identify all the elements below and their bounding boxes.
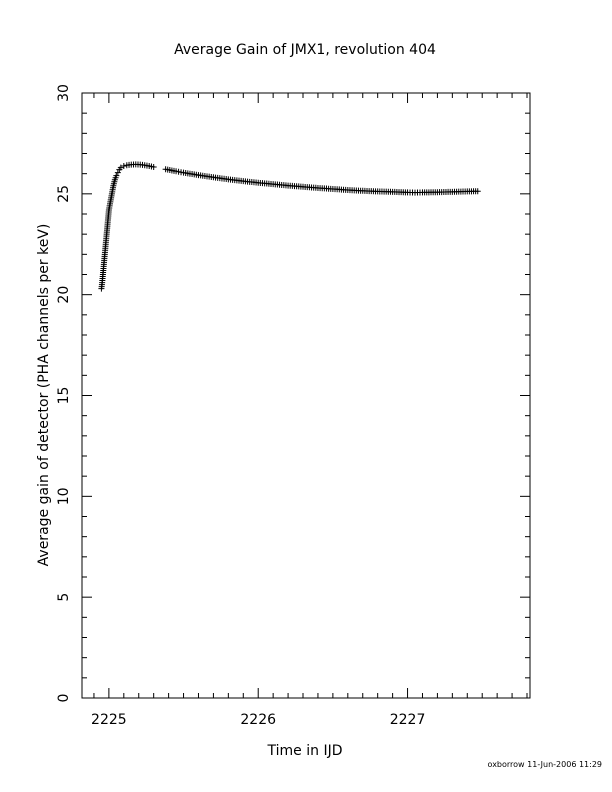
x-axis-label: Time in IJD (267, 743, 343, 759)
x-tick-label: 2227 (390, 712, 426, 728)
data-point (474, 188, 481, 195)
plot-frame (81, 92, 531, 699)
y-tick-label: 10 (56, 487, 72, 505)
data-point (150, 164, 157, 171)
chart-title: Average Gain of JMX1, revolution 404 (174, 42, 436, 58)
y-axis-label: Average gain of detector (PHA channels p… (36, 224, 52, 567)
data-point (114, 169, 121, 176)
footer-stamp: oxborrow 11-Jun-2006 11:29 (487, 760, 602, 769)
data-point (120, 163, 127, 170)
y-tick-label: 20 (56, 286, 72, 304)
y-tick-label: 25 (56, 185, 72, 203)
x-tick-label: 2225 (91, 712, 127, 728)
y-tick-label: 0 (56, 694, 72, 703)
x-tick-label: 2226 (240, 712, 276, 728)
y-tick-label: 30 (56, 84, 72, 102)
data-point (113, 172, 120, 179)
y-tick-label: 5 (56, 593, 72, 602)
y-tick-label: 15 (56, 387, 72, 405)
plot-area: 0 5 10 15 20 25 30 2225 2226 2227 (56, 84, 531, 728)
